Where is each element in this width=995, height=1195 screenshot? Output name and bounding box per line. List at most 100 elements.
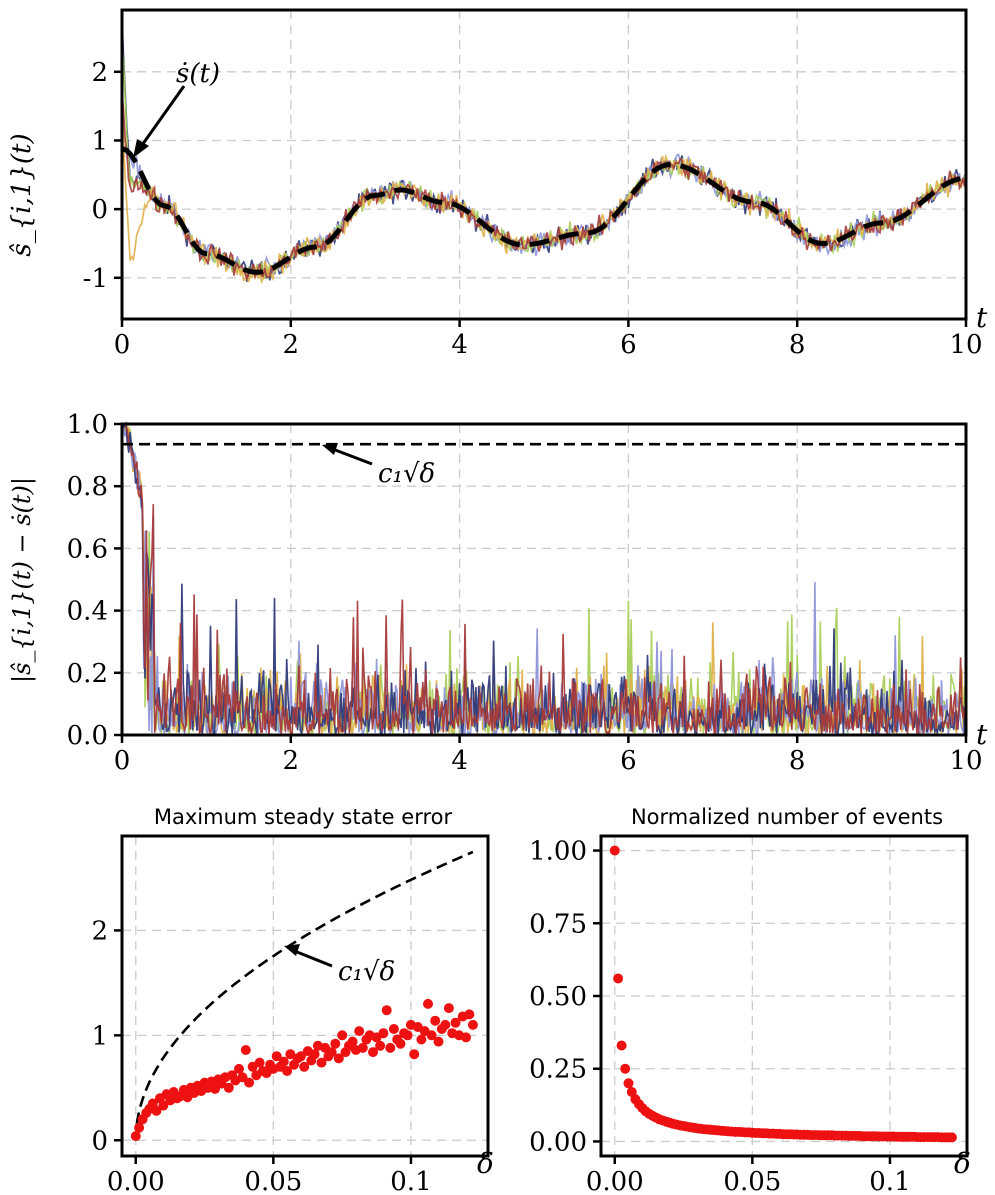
error-x-tick-label: 6 xyxy=(620,746,637,776)
max-error-x-tick-label: 0.1 xyxy=(390,1167,431,1195)
max-error-point xyxy=(433,1036,444,1047)
error-y-axis-label: |ŝ_{i,1}(t) − ṡ(t)| xyxy=(8,477,37,683)
error-y-tick-label: 0.2 xyxy=(67,659,108,689)
error-x-tick-label: 10 xyxy=(949,746,982,776)
events-panel: Normalized number of events 0.00 0.05 0.1 0… xyxy=(529,805,971,1195)
max-error-bound-arrow xyxy=(291,948,333,968)
events-point xyxy=(946,1132,957,1143)
max-error-panel: Maximum steady state error 0.00 0.05 0.1 0 1… xyxy=(91,805,493,1195)
max-error-point xyxy=(134,1122,145,1133)
trajectory-y-tick-label: 1 xyxy=(91,126,108,156)
max-error-x-axis-label: δ xyxy=(477,1147,494,1180)
events-y-tick-label: 0.50 xyxy=(529,982,587,1012)
max-error-point xyxy=(282,1066,293,1076)
trajectory-reference-line xyxy=(121,146,967,275)
max-error-point xyxy=(240,1045,251,1055)
trajectory-y-tick-label: 0 xyxy=(91,195,108,225)
max-error-point xyxy=(378,1028,389,1039)
error-x-tick-label: 0 xyxy=(114,746,131,776)
trajectory-annotation: ṡ(t) xyxy=(176,59,220,89)
max-error-y-tick-label: 0 xyxy=(91,1126,108,1156)
max-error-point xyxy=(223,1082,234,1093)
max-error-point xyxy=(464,1009,475,1020)
trajectory-x-tick-label: 4 xyxy=(451,330,468,360)
max-error-point xyxy=(316,1057,327,1068)
events-point xyxy=(616,1040,627,1051)
max-error-point xyxy=(309,1049,320,1060)
events-title: Normalized number of events xyxy=(631,805,943,829)
trajectory-y-tick-label: 2 xyxy=(91,58,108,88)
events-point xyxy=(613,973,624,984)
trajectory-panel: 0 2 4 6 8 10 -1 0 1 2 t ŝ_{i,1}(t) ṡ(t) xyxy=(7,8,988,360)
max-error-point xyxy=(295,1051,306,1062)
trajectory-x-tick-label: 2 xyxy=(283,330,300,360)
max-error-point xyxy=(426,1030,437,1041)
max-error-y-tick-label: 1 xyxy=(91,1021,108,1051)
error-x-tick-label: 2 xyxy=(283,746,300,776)
trajectory-x-tick-label: 0 xyxy=(114,330,131,360)
max-error-x-tick-label: 0.00 xyxy=(107,1167,165,1195)
events-point xyxy=(623,1078,634,1089)
error-panel-frame xyxy=(120,422,968,737)
max-error-point xyxy=(299,1061,310,1072)
max-error-point xyxy=(388,1024,399,1034)
max-error-point xyxy=(461,1032,471,1043)
max-error-point xyxy=(130,1131,141,1142)
max-error-point xyxy=(423,998,433,1009)
max-error-point xyxy=(357,1042,368,1053)
events-y-tick-label: 0.00 xyxy=(529,1127,587,1157)
max-error-panel-frame xyxy=(120,834,490,1158)
error-bound-arrow xyxy=(329,446,373,466)
events-x-tick-label: 0.00 xyxy=(586,1167,644,1195)
events-y-tick-label: 0.75 xyxy=(529,909,587,939)
max-error-point xyxy=(337,1030,348,1041)
max-error-point xyxy=(254,1057,265,1068)
error-series-line xyxy=(122,423,967,738)
max-error-point xyxy=(381,1005,392,1016)
max-error-x-tick-label: 0.05 xyxy=(244,1167,302,1195)
trajectory-x-tick-label: 8 xyxy=(789,330,806,360)
max-error-point xyxy=(244,1077,255,1088)
max-error-point xyxy=(450,1017,461,1028)
events-x-axis-label: δ xyxy=(954,1147,971,1180)
max-error-bound-arrowhead xyxy=(284,944,300,956)
max-error-point xyxy=(375,1040,386,1051)
trajectory-panel-frame xyxy=(120,8,968,321)
max-error-point xyxy=(271,1051,282,1062)
events-point xyxy=(609,845,620,856)
max-error-point xyxy=(385,1042,396,1053)
max-error-point xyxy=(147,1098,158,1109)
max-error-point xyxy=(354,1026,365,1037)
error-y-tick-label: 0.8 xyxy=(67,472,108,502)
error-x-tick-label: 8 xyxy=(789,746,806,776)
error-y-tick-label: 0.0 xyxy=(67,721,108,751)
events-point xyxy=(620,1063,631,1074)
max-error-point xyxy=(278,1056,289,1067)
max-error-point xyxy=(158,1100,169,1111)
trajectory-annotation-arrowhead xyxy=(133,139,149,158)
max-error-y-tick-label: 2 xyxy=(91,916,108,946)
events-x-tick-label: 0.05 xyxy=(723,1167,781,1195)
max-error-point xyxy=(443,1003,454,1014)
events-y-tick-label: 1.00 xyxy=(529,837,587,867)
max-error-bound-curve xyxy=(134,850,474,1141)
trajectory-x-tick-label: 6 xyxy=(620,330,637,360)
max-error-point xyxy=(347,1036,358,1047)
max-error-point xyxy=(151,1105,162,1116)
error-y-tick-label: 0.6 xyxy=(67,534,108,564)
error-bound-arrowhead xyxy=(322,443,338,455)
events-x-tick-label: 0.1 xyxy=(869,1167,910,1195)
error-x-tick-label: 4 xyxy=(451,746,468,776)
max-error-bound-annotation: c₁√δ xyxy=(338,957,395,987)
max-error-point xyxy=(333,1053,344,1064)
max-error-point xyxy=(467,1019,478,1030)
max-error-point xyxy=(234,1063,244,1074)
max-error-point xyxy=(416,1034,427,1045)
trajectory-y-tick-label: -1 xyxy=(83,264,108,294)
trajectory-y-axis-label: ŝ_{i,1}(t) xyxy=(7,133,37,256)
max-error-point xyxy=(368,1047,378,1058)
max-error-point xyxy=(430,1015,441,1026)
max-error-title: Maximum steady state error xyxy=(154,805,453,829)
trajectory-annotation-arrow xyxy=(138,85,186,149)
